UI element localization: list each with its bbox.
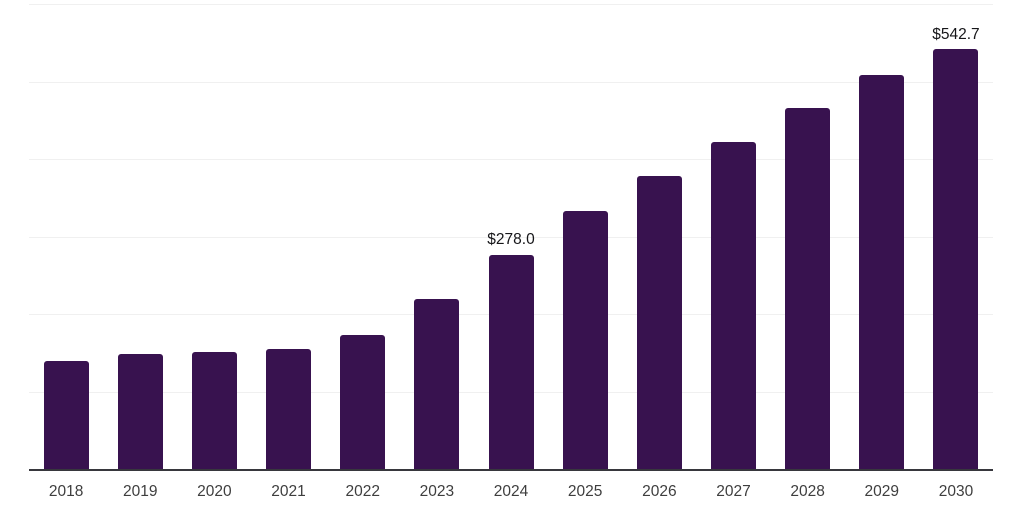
- gridline: [29, 236, 993, 238]
- x-tick-label: 2030: [938, 483, 974, 500]
- bar-2026: [636, 176, 682, 470]
- gridline: [29, 4, 993, 5]
- bar-cell: [177, 5, 251, 470]
- bar-cell: [771, 5, 845, 470]
- bar-2028: [785, 108, 831, 470]
- bar-2029: [859, 74, 905, 470]
- bar-cell: [326, 5, 400, 470]
- bar-cell: [251, 5, 325, 470]
- x-tick-label: 2026: [642, 483, 677, 500]
- bar-value-label: $278.0: [487, 231, 535, 249]
- bar-value-label: $542.7: [932, 25, 980, 43]
- x-tick-label: 2019: [122, 483, 158, 500]
- bars-container: $278.0 $542.7: [29, 5, 993, 470]
- bar-2023: [414, 298, 460, 470]
- bar-cell: [29, 5, 103, 470]
- bar-2019: [117, 353, 163, 470]
- x-tick-label: 2028: [790, 483, 825, 500]
- x-tick-label: 2021: [271, 483, 306, 500]
- x-tick-label: 2024: [493, 483, 529, 500]
- plot-area: $278.0 $542.7: [29, 4, 993, 471]
- bar-cell: [845, 5, 919, 470]
- x-tick-label: 2020: [197, 483, 232, 500]
- gridline: [29, 81, 993, 83]
- bar-cell: $278.0: [474, 5, 548, 470]
- x-tick-label: 2022: [345, 483, 380, 500]
- bar-cell: [400, 5, 474, 470]
- x-axis-tick-labels: 2018 2019 2020 2021 2022 2023 2024 2025 2026 2027…: [29, 483, 993, 500]
- bar-2020: [191, 352, 237, 470]
- bar-2027: [710, 142, 756, 470]
- x-tick-label: 2027: [716, 483, 751, 500]
- x-axis-line: [29, 469, 993, 471]
- bar-2022: [340, 335, 386, 470]
- x-tick-label: 2018: [48, 483, 84, 500]
- bar-cell: [103, 5, 177, 470]
- bar-cell: [696, 5, 770, 470]
- x-tick-label: 2029: [864, 483, 900, 500]
- x-tick-label: 2023: [419, 483, 455, 500]
- bar-cell: [548, 5, 622, 470]
- bar-2018: [43, 360, 89, 470]
- bar-2024: [488, 254, 534, 470]
- x-tick-label: 2025: [567, 483, 603, 500]
- bar-2025: [562, 211, 608, 470]
- bar-2021: [266, 349, 312, 470]
- bar-2030: [933, 49, 979, 470]
- bar-cell: [622, 5, 696, 470]
- gridline: [29, 159, 993, 161]
- bar-cell: $542.7: [919, 5, 993, 470]
